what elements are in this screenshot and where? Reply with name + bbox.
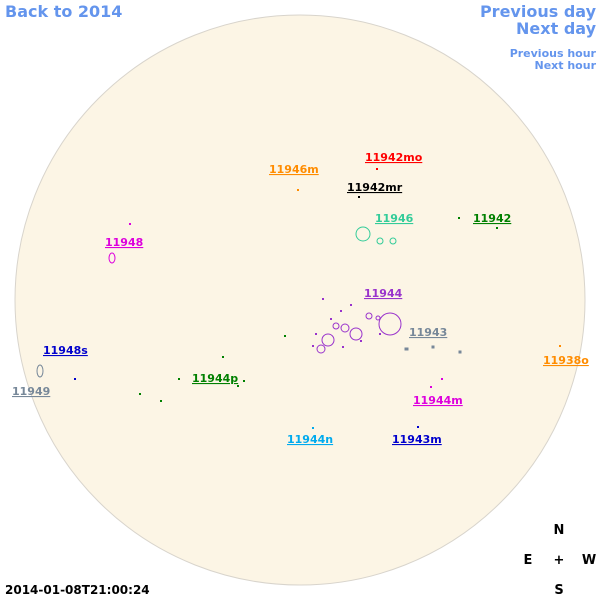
region-label: 11942mo <box>365 151 423 164</box>
region-label: 11946m <box>269 163 319 176</box>
region-labels: 11942mo 11946m 11942mr 11946 11942 11948… <box>12 151 589 446</box>
sunspots <box>36 168 561 429</box>
compass-east: E <box>524 553 533 568</box>
region-label: 11942mr <box>347 181 403 194</box>
region-label: 11944p <box>192 372 238 385</box>
nav-back[interactable]: Back to 2014 <box>5 2 122 21</box>
region-label: 11948 <box>105 236 143 249</box>
region-label: 11943m <box>392 433 442 446</box>
compass-north: N <box>554 523 565 538</box>
region-label: 11948s <box>43 344 88 357</box>
compass: N E + W S <box>524 523 597 598</box>
nav-previous-day[interactable]: Previous day <box>480 2 597 21</box>
region-label: 11944 <box>364 287 403 300</box>
nav-next-day[interactable]: Next day <box>516 19 597 38</box>
region-label: 11943 <box>409 326 447 339</box>
region-label: 11942 <box>473 212 511 225</box>
nav-next-hour[interactable]: Next hour <box>535 59 597 72</box>
region-label: 11944n <box>287 433 333 446</box>
nav-previous-hour[interactable]: Previous hour <box>510 47 597 60</box>
region-label: 11938o <box>543 354 589 367</box>
region-label: 11949 <box>12 385 50 398</box>
compass-center: + <box>554 553 565 568</box>
timestamp: 2014-01-08T21:00:24 <box>5 583 150 597</box>
compass-west: W <box>582 553 596 568</box>
solar-disk <box>14 14 586 586</box>
compass-south: S <box>554 583 563 598</box>
region-label: 11944m <box>413 394 463 407</box>
region-label: 11946 <box>375 212 414 225</box>
